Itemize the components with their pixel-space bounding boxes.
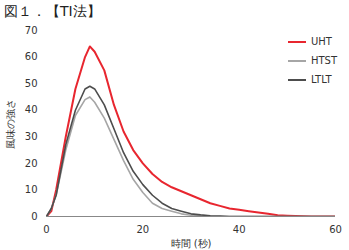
svg-text:風味の強さ: 風味の強さ [5, 99, 16, 149]
html-text:図１．【TI法】: 図１．【TI法】 [4, 3, 101, 19]
html-text:LTLT: LTLT [310, 74, 332, 85]
svg-text:60: 60 [25, 51, 38, 62]
svg-text:40: 40 [25, 104, 38, 115]
svg-text:40: 40 [233, 224, 246, 235]
svg-text:20: 20 [136, 224, 149, 235]
svg-text:10: 10 [25, 184, 38, 195]
html-text:HTST: HTST [310, 55, 337, 66]
svg-text:0: 0 [31, 211, 37, 222]
svg-text:0: 0 [43, 224, 49, 235]
svg-text:60: 60 [329, 224, 342, 235]
svg-text:30: 30 [25, 131, 38, 142]
svg-text:時間 (秒): 時間 (秒) [171, 238, 212, 249]
svg-text:70: 70 [25, 25, 38, 36]
svg-text:50: 50 [25, 78, 38, 89]
html-text:UHT: UHT [310, 36, 332, 47]
svg-text:20: 20 [25, 158, 38, 169]
